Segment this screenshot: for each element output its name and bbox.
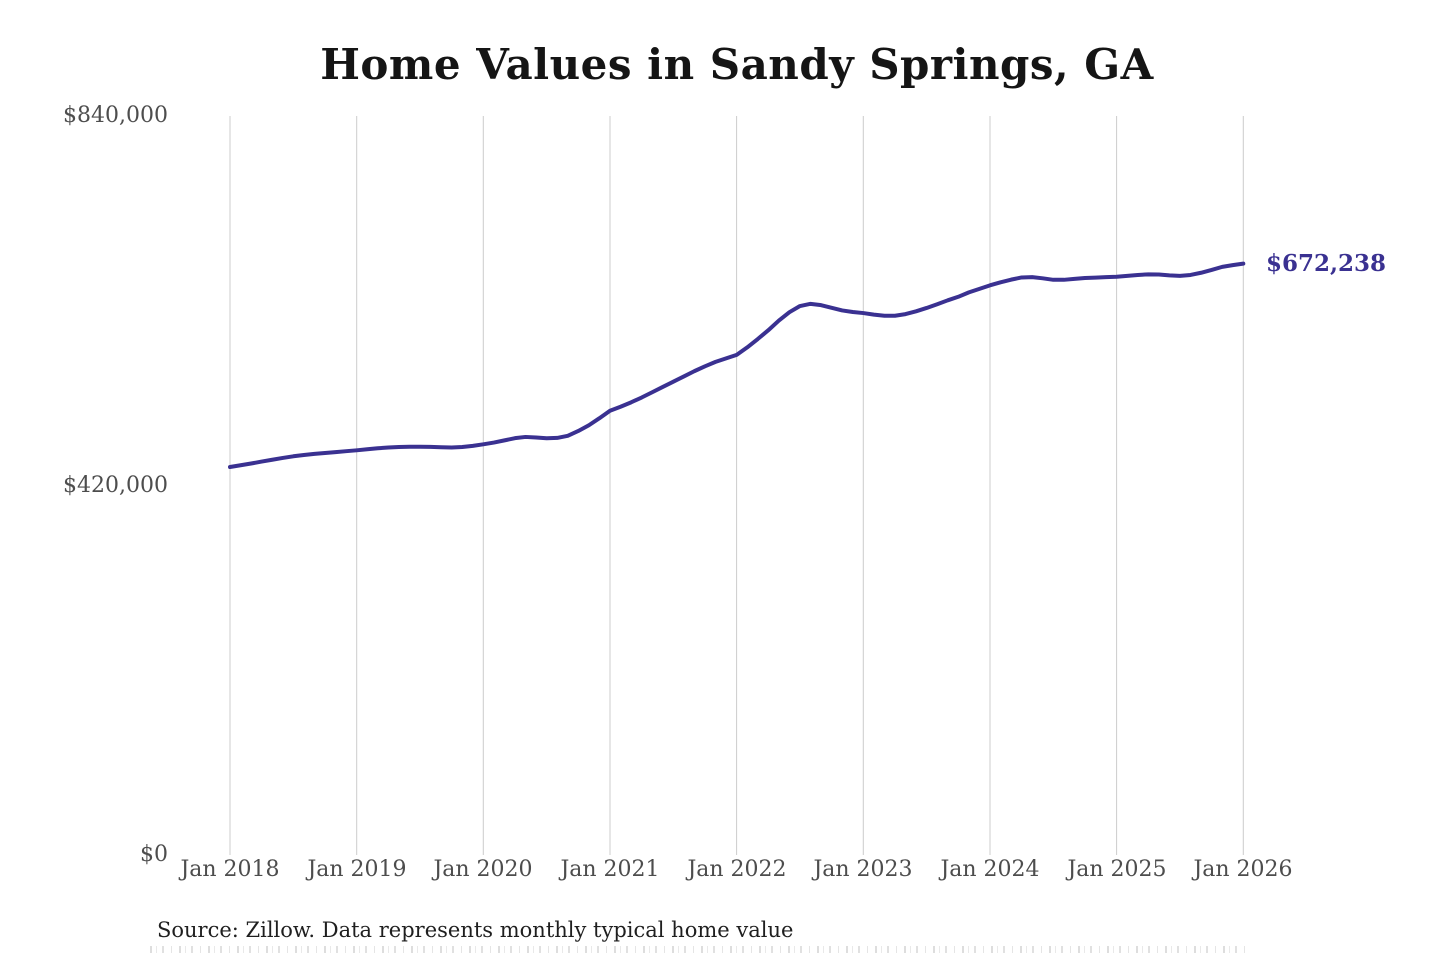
x-tick-label: Jan 2023 xyxy=(813,857,913,882)
x-tick-label: Jan 2021 xyxy=(560,857,660,882)
gridlines xyxy=(229,116,1244,855)
x-tick-label: Jan 2020 xyxy=(433,857,533,882)
x-tick-label: Jan 2024 xyxy=(940,857,1040,882)
chart-title: Home Values in Sandy Springs, GA xyxy=(320,40,1154,89)
home-value-line xyxy=(228,261,1246,470)
home-value-line-series xyxy=(228,261,1246,470)
y-tick-label: $420,000 xyxy=(63,473,168,498)
source-note: Source: Zillow. Data represents monthly … xyxy=(157,918,794,942)
x-tick-label: Jan 2018 xyxy=(180,857,280,882)
x-tick-label: Jan 2022 xyxy=(687,857,787,882)
cut-off-text-row xyxy=(150,946,1245,953)
end-value-label: $672,238 xyxy=(1266,250,1387,277)
x-tick-label: Jan 2019 xyxy=(307,857,407,882)
y-tick-label: $840,000 xyxy=(63,103,168,128)
x-tick-label: Jan 2025 xyxy=(1067,857,1167,882)
y-tick-label: $0 xyxy=(140,842,168,867)
x-tick-label: Jan 2026 xyxy=(1193,857,1293,882)
